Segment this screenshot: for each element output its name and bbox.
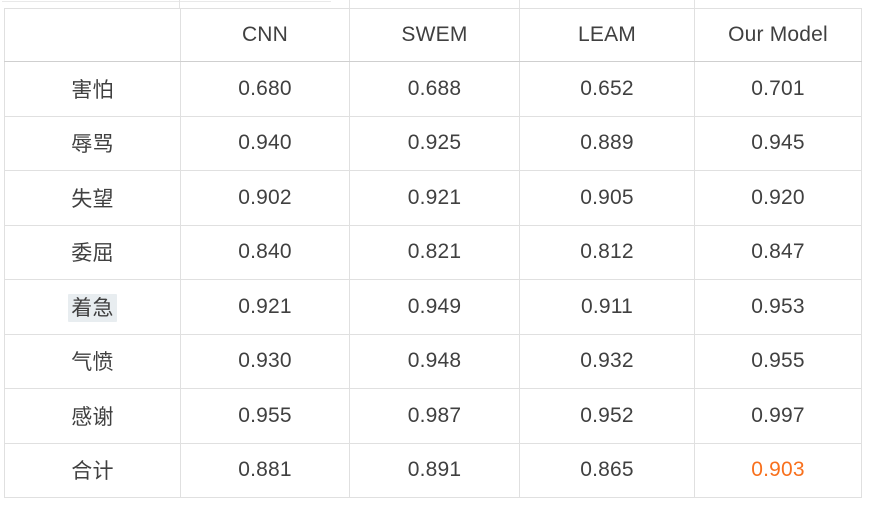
row-label: 委屈 — [4, 224, 181, 280]
metric-cell: 0.987 — [349, 388, 520, 444]
selected-text-highlight: 着急 — [68, 293, 117, 322]
metric-cell: 0.812 — [519, 224, 695, 280]
metric-cell: 0.921 — [180, 279, 350, 335]
table-row: 委屈 0.840 0.821 0.812 0.847 — [4, 224, 862, 280]
metric-cell: 0.955 — [694, 333, 862, 389]
metric-cell: 0.949 — [349, 279, 520, 335]
metric-cell: 0.688 — [349, 61, 520, 117]
metric-cell: 0.945 — [694, 115, 862, 171]
table-row: 感谢 0.955 0.987 0.952 0.997 — [4, 388, 862, 444]
row-label: 害怕 — [4, 61, 181, 117]
metric-cell: 0.930 — [180, 333, 350, 389]
column-header-swem: SWEM — [349, 8, 520, 62]
column-header-leam: LEAM — [519, 8, 695, 62]
crop-artifact-divider-tick — [519, 0, 520, 8]
metric-cell: 0.902 — [180, 170, 350, 226]
row-label: 感谢 — [4, 388, 181, 444]
metric-cell: 0.952 — [519, 388, 695, 444]
metric-cell: 0.847 — [694, 224, 862, 280]
corner-cell — [4, 8, 181, 62]
metric-cell: 0.652 — [519, 61, 695, 117]
table-row: 着急 0.921 0.949 0.911 0.953 — [4, 279, 862, 335]
metric-cell: 0.865 — [519, 442, 695, 498]
metric-cell: 0.891 — [349, 442, 520, 498]
metric-cell: 0.955 — [180, 388, 350, 444]
metric-cell: 0.940 — [180, 115, 350, 171]
column-header-our-model: Our Model — [694, 8, 862, 62]
crop-artifact-divider-tick — [349, 0, 350, 8]
table-row: 失望 0.902 0.921 0.905 0.920 — [4, 170, 862, 226]
metric-cell: 0.701 — [694, 61, 862, 117]
metric-cell: 0.925 — [349, 115, 520, 171]
row-label: 着急 — [4, 279, 181, 335]
table-row: 气愤 0.930 0.948 0.932 0.955 — [4, 333, 862, 389]
metric-cell: 0.680 — [180, 61, 350, 117]
metric-cell: 0.821 — [349, 224, 520, 280]
metric-cell: 0.911 — [519, 279, 695, 335]
column-header-cnn: CNN — [180, 8, 350, 62]
row-label: 气愤 — [4, 333, 181, 389]
row-label: 合计 — [4, 442, 181, 498]
table-row: 害怕 0.680 0.688 0.652 0.701 — [4, 61, 862, 117]
crop-artifact-divider-tick — [694, 0, 695, 8]
metric-cell: 0.905 — [519, 170, 695, 226]
metric-cell-best-total: 0.903 — [694, 442, 862, 498]
table-row-total: 合计 0.881 0.891 0.865 0.903 — [4, 442, 862, 498]
metric-cell: 0.840 — [180, 224, 350, 280]
crop-artifact-divider-tick — [179, 0, 180, 8]
row-label: 失望 — [4, 170, 181, 226]
metric-cell: 0.932 — [519, 333, 695, 389]
metric-cell: 0.920 — [694, 170, 862, 226]
metric-cell: 0.881 — [180, 442, 350, 498]
metric-cell: 0.921 — [349, 170, 520, 226]
metric-cell: 0.889 — [519, 115, 695, 171]
model-comparison-table: CNN SWEM LEAM Our Model 害怕 0.680 0.688 0… — [4, 8, 862, 498]
row-label: 辱骂 — [4, 115, 181, 171]
crop-artifact-line — [2, 1, 331, 2]
header-row: CNN SWEM LEAM Our Model — [4, 8, 862, 62]
metric-cell: 0.953 — [694, 279, 862, 335]
metric-cell: 0.997 — [694, 388, 862, 444]
metric-cell: 0.948 — [349, 333, 520, 389]
table-row: 辱骂 0.940 0.925 0.889 0.945 — [4, 115, 862, 171]
